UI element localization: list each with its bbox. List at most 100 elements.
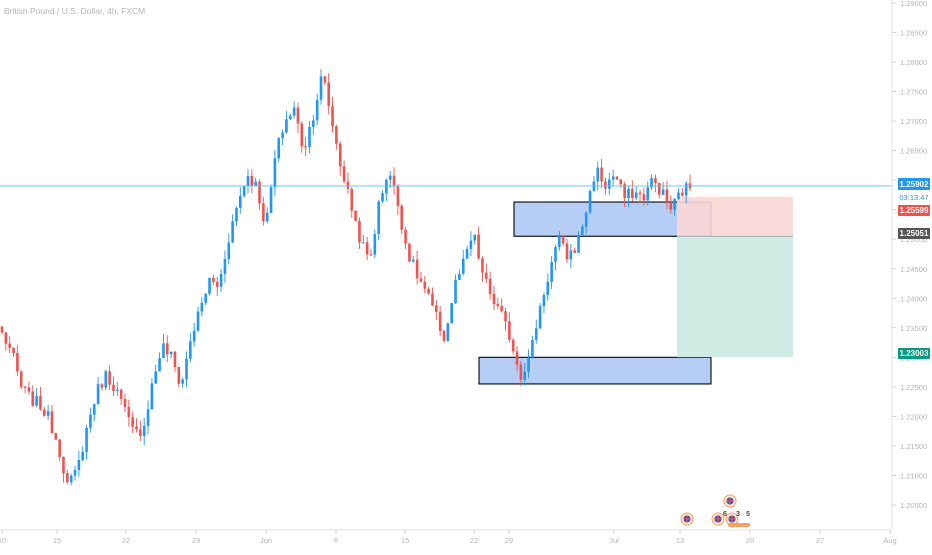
candle[interactable] (427, 286, 430, 295)
price-axis[interactable]: 1.29000 1.28500 1.28000 1.27500 1.27000 1.265… (892, 0, 927, 510)
candle[interactable] (250, 169, 254, 194)
candle[interactable] (108, 365, 111, 390)
candle[interactable] (411, 255, 415, 264)
candle[interactable] (684, 180, 688, 204)
candle[interactable] (631, 180, 634, 202)
candle[interactable] (135, 418, 138, 433)
candle[interactable] (239, 187, 242, 214)
candle[interactable] (77, 450, 81, 477)
candle[interactable] (12, 347, 15, 357)
candle[interactable] (654, 174, 657, 193)
candle[interactable] (158, 352, 161, 372)
candle[interactable] (369, 249, 373, 257)
candle[interactable] (415, 250, 419, 285)
candle[interactable] (96, 377, 100, 405)
candle[interactable] (35, 388, 38, 407)
candle[interactable] (477, 226, 480, 261)
candle[interactable] (565, 238, 569, 263)
candle[interactable] (688, 174, 692, 192)
candle[interactable] (165, 335, 169, 363)
candle[interactable] (0, 325, 4, 335)
candle[interactable] (561, 236, 565, 246)
candle[interactable] (396, 184, 400, 215)
candle[interactable] (89, 407, 92, 433)
candle[interactable] (304, 136, 307, 157)
candle[interactable] (473, 234, 477, 245)
candle[interactable] (419, 271, 423, 283)
candle[interactable] (292, 101, 296, 119)
candle[interactable] (104, 369, 108, 391)
take-profit-area[interactable] (677, 236, 793, 358)
candle[interactable] (665, 180, 669, 210)
candle[interactable] (404, 226, 407, 250)
candle[interactable] (285, 110, 288, 134)
candle[interactable] (181, 377, 184, 388)
candle[interactable] (315, 93, 319, 126)
candle[interactable] (142, 417, 146, 446)
candle[interactable] (373, 229, 377, 259)
event-icon-1[interactable] (680, 512, 694, 526)
candle[interactable] (423, 276, 427, 294)
candle[interactable] (385, 178, 388, 202)
candle[interactable] (269, 184, 273, 214)
candle[interactable] (231, 214, 234, 244)
candle[interactable] (388, 170, 392, 188)
candle[interactable] (296, 102, 300, 133)
candle[interactable] (508, 312, 511, 343)
candle[interactable] (573, 247, 576, 254)
candle[interactable] (342, 160, 346, 184)
candle[interactable] (4, 331, 8, 351)
candle[interactable] (81, 446, 85, 462)
candle[interactable] (484, 263, 488, 284)
candle[interactable] (223, 250, 227, 283)
candle[interactable] (681, 188, 684, 197)
candle[interactable] (504, 307, 507, 331)
candle[interactable] (669, 195, 673, 214)
candle[interactable] (319, 69, 323, 105)
candle[interactable] (600, 158, 603, 189)
candle[interactable] (481, 256, 484, 282)
candle[interactable] (246, 168, 250, 194)
candle[interactable] (519, 361, 523, 387)
candle[interactable] (127, 399, 131, 427)
candle[interactable] (492, 286, 496, 311)
candle[interactable] (254, 177, 257, 187)
candle[interactable] (23, 385, 27, 394)
candle[interactable] (288, 113, 292, 121)
candle[interactable] (446, 322, 450, 342)
zone-2[interactable] (478, 356, 712, 385)
candle[interactable] (569, 243, 573, 269)
candle[interactable] (496, 297, 500, 310)
candle[interactable] (527, 349, 530, 378)
candle[interactable] (596, 161, 600, 191)
candle[interactable] (327, 73, 331, 115)
time-axis[interactable]: 10 15 22 29 Jun 8 15 22 29 Jul 13 20 27 Aug (0, 530, 897, 545)
candle[interactable] (642, 187, 646, 206)
candle[interactable] (408, 242, 411, 263)
candle[interactable] (638, 189, 642, 203)
candle[interactable] (673, 198, 676, 216)
candle[interactable] (196, 306, 200, 332)
candle[interactable] (300, 121, 304, 153)
candle[interactable] (400, 204, 404, 235)
stop-loss-area[interactable] (677, 196, 793, 237)
candle[interactable] (200, 297, 204, 317)
candle[interactable] (131, 411, 134, 434)
candle[interactable] (634, 186, 638, 201)
candle[interactable] (346, 172, 350, 194)
candle[interactable] (154, 364, 158, 385)
candle[interactable] (92, 403, 96, 422)
candle[interactable] (538, 303, 542, 330)
candle[interactable] (146, 400, 150, 435)
candle[interactable] (335, 124, 338, 150)
candle[interactable] (54, 432, 58, 440)
candle[interactable] (69, 473, 73, 486)
candle[interactable] (584, 211, 588, 234)
candle[interactable] (219, 268, 223, 293)
candle[interactable] (262, 196, 265, 226)
candle[interactable] (185, 351, 188, 387)
candle[interactable] (354, 210, 357, 222)
candle[interactable] (358, 217, 361, 249)
candle[interactable] (577, 231, 580, 253)
